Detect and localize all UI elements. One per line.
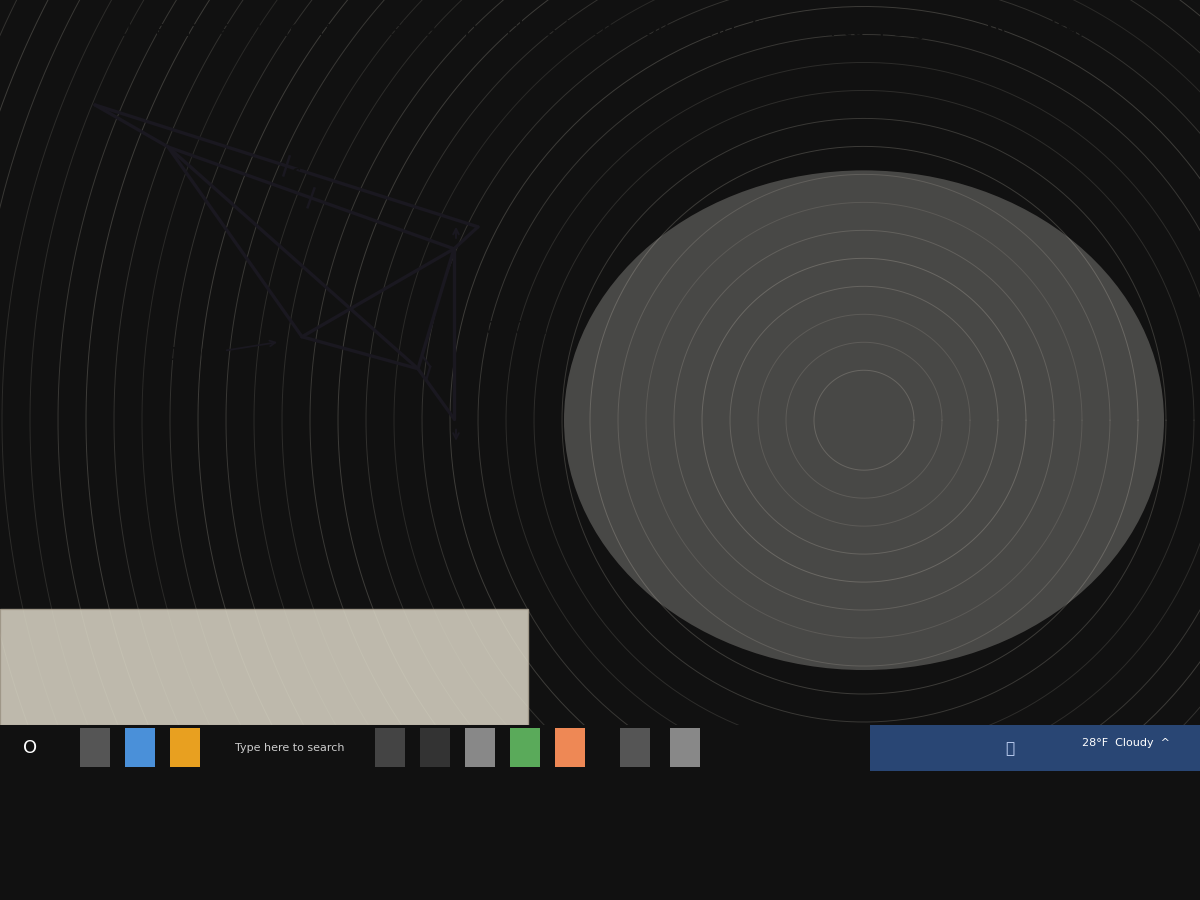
Bar [420, 728, 450, 768]
Bar [670, 728, 700, 768]
Bar [510, 728, 540, 768]
Text: O: O [23, 740, 37, 758]
Bar [466, 728, 496, 768]
Bar [870, 724, 1200, 771]
Bar [620, 728, 650, 768]
Text: ⛅: ⛅ [1006, 741, 1014, 756]
Text: Type here to search: Type here to search [235, 743, 344, 753]
Bar [374, 728, 406, 768]
Text: f: f [289, 168, 298, 186]
Text: 71°40': 71°40' [157, 346, 217, 364]
Text: 30.700 in: 30.700 in [474, 320, 559, 338]
Ellipse shape [564, 170, 1164, 670]
Bar [0, 608, 528, 725]
Bar [125, 728, 155, 768]
Bar [554, 728, 586, 768]
Text: Determine the length of side ƒ in inches in the following diagram to 4 significa: Determine the length of side ƒ in inches… [115, 20, 1085, 40]
Text: 28°F  Cloudy  ^: 28°F Cloudy ^ [1082, 738, 1170, 749]
Bar [80, 728, 110, 768]
Bar [170, 728, 200, 768]
